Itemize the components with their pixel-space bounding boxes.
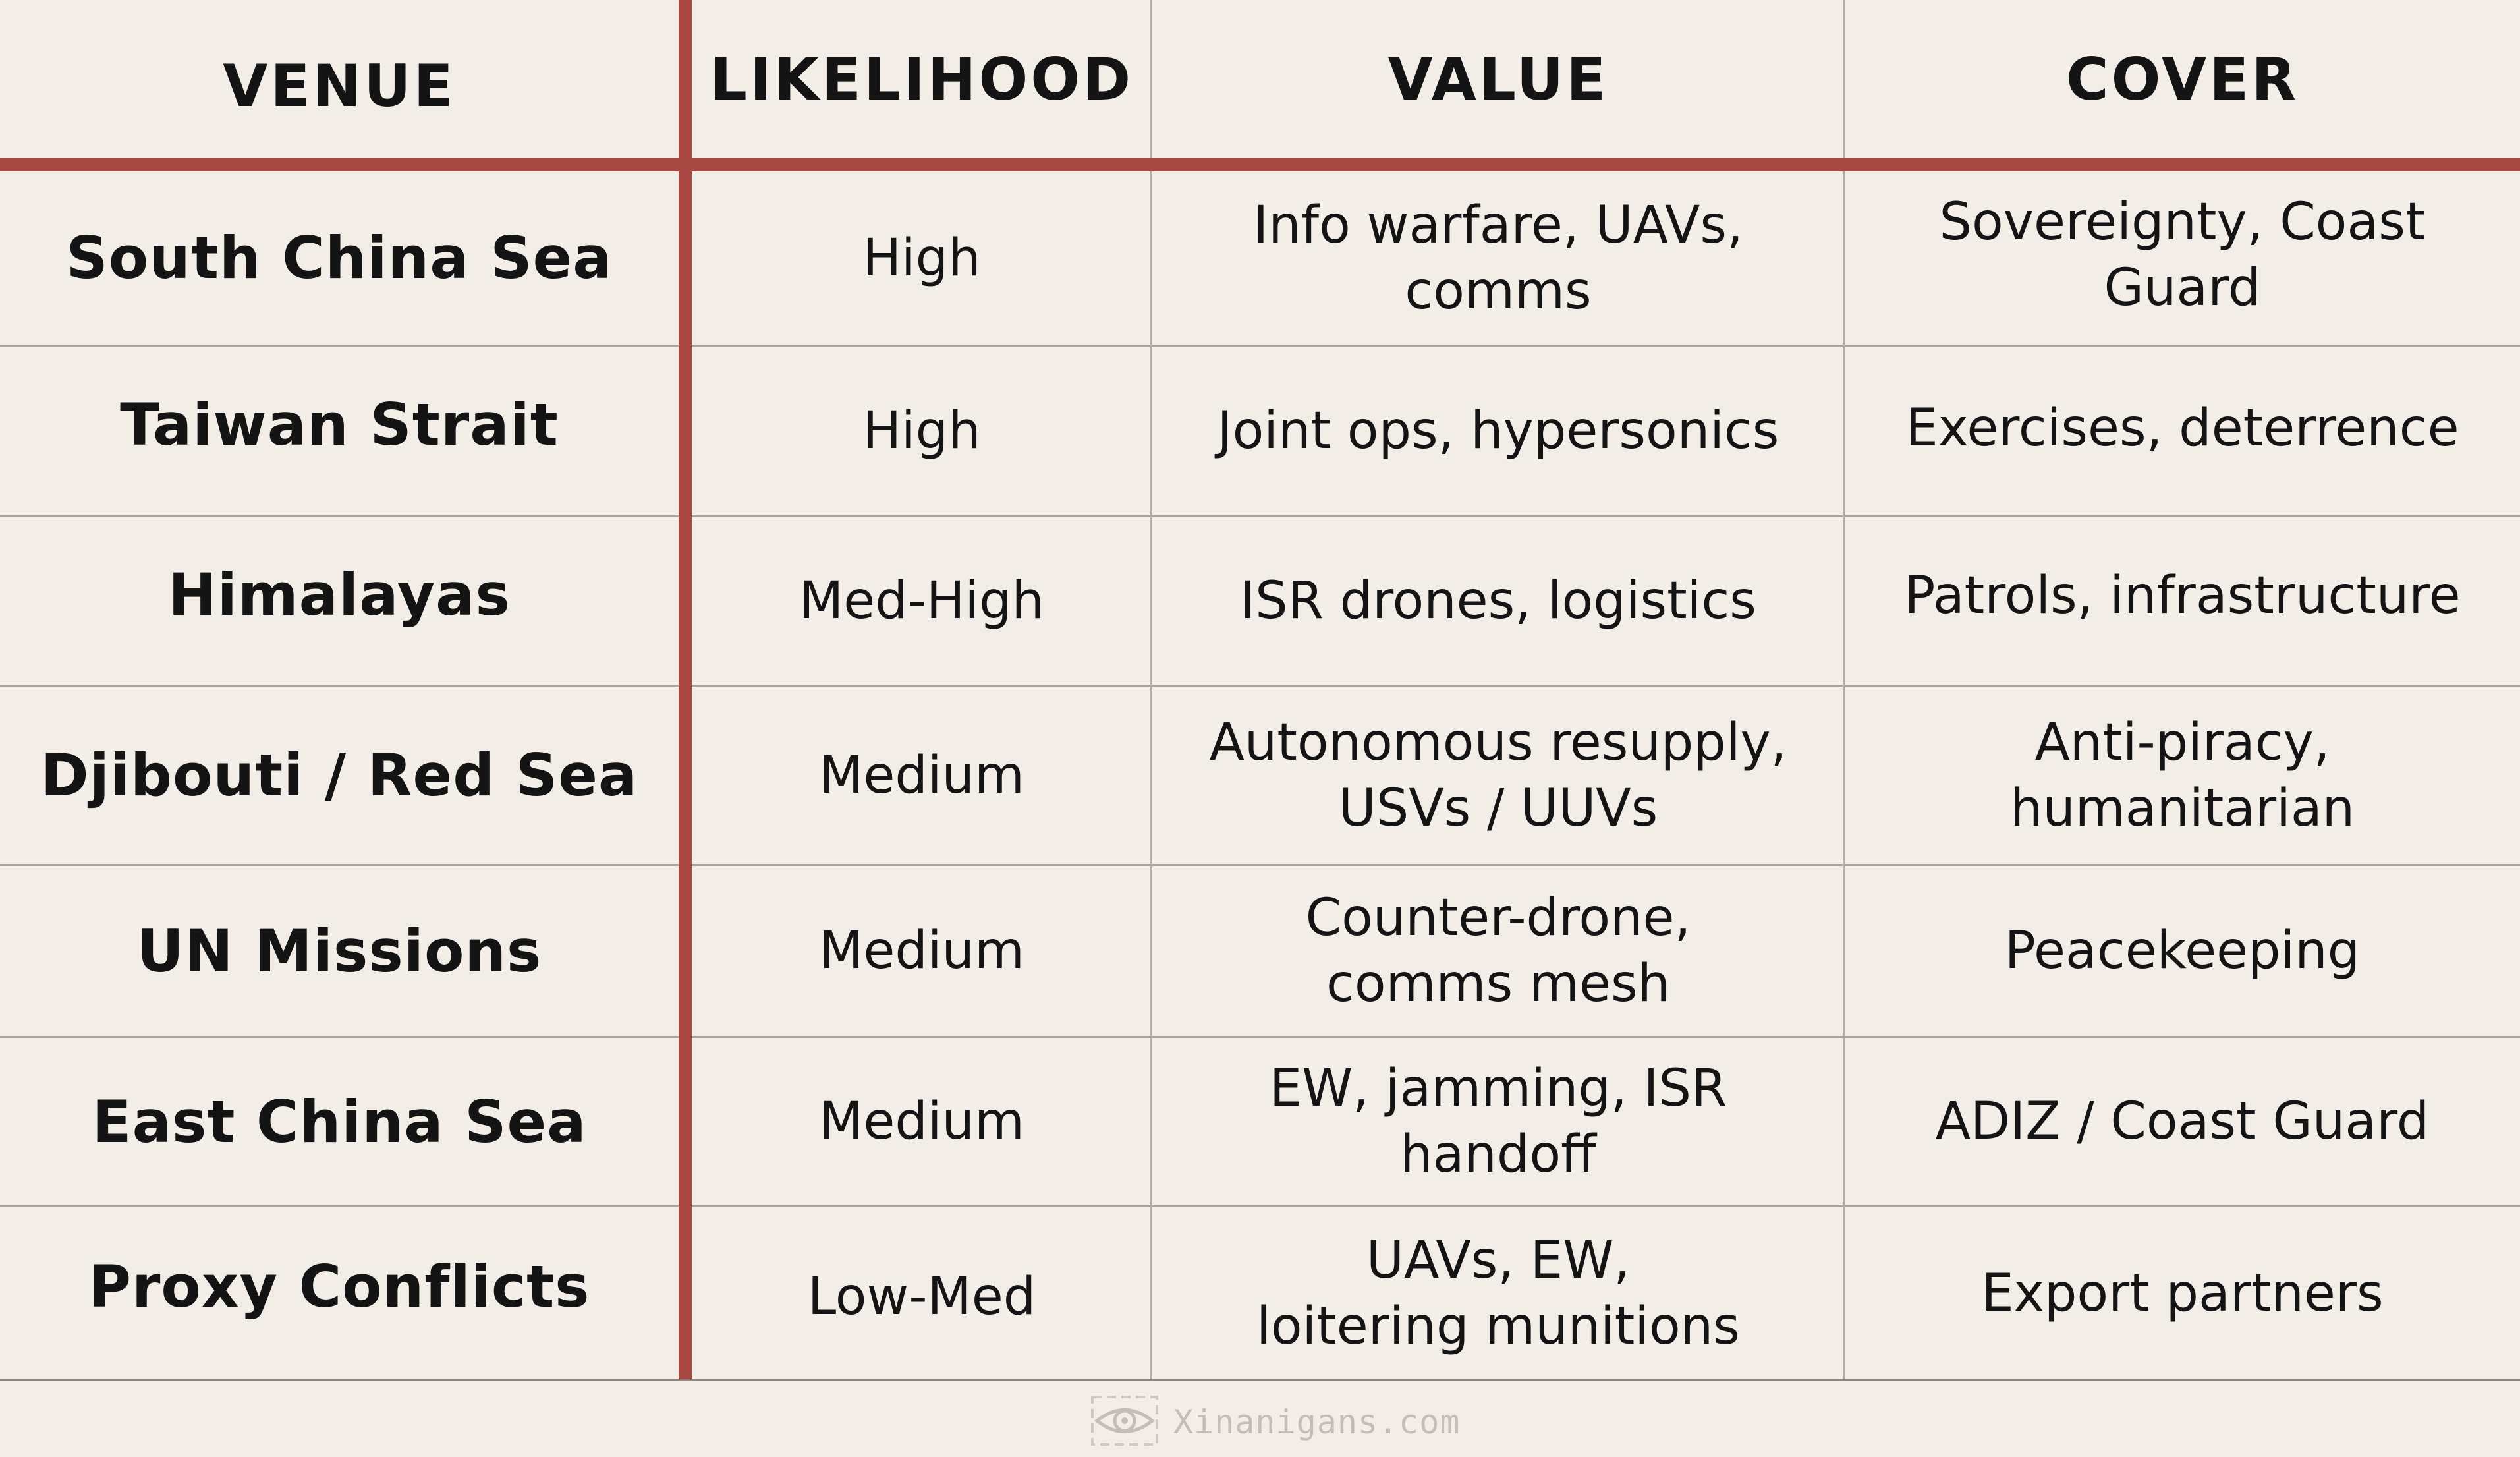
header-value: VALUE	[1387, 45, 1609, 113]
table-row-venue: UN Missions	[136, 917, 542, 985]
row-divider	[0, 345, 2520, 347]
table-row-likelihood: Medium	[819, 1092, 1024, 1151]
venue-column-divider	[679, 0, 692, 1381]
table-row-cover: Peacekeeping	[2004, 921, 2361, 981]
table-row-likelihood: Low-Med	[807, 1267, 1036, 1327]
table-row-likelihood: Medium	[819, 921, 1024, 981]
data-table: VENUE LIKELIHOOD VALUE COVER South China…	[0, 0, 2520, 1381]
table-row-venue: Djibouti / Red Sea	[40, 741, 638, 809]
table-row-likelihood: High	[862, 401, 981, 461]
row-divider	[0, 685, 2520, 687]
column-divider	[1843, 0, 1845, 1381]
table-row-cover: Anti-piracy, humanitarian	[2009, 712, 2355, 838]
table-row-likelihood: Medium	[819, 745, 1024, 805]
watermark: Xinanigans.com	[1090, 1396, 1460, 1448]
table-row-value: ISR drones, logistics	[1240, 571, 1756, 631]
eye-logo-icon	[1090, 1395, 1159, 1449]
row-divider	[0, 1036, 2520, 1038]
table-row-venue: East China Sea	[92, 1087, 587, 1156]
table-row-cover: Patrols, infrastructure	[1904, 566, 2461, 625]
header-likelihood: LIKELIHOOD	[710, 45, 1134, 113]
table-row-cover: Exercises, deterrence	[1905, 399, 2459, 458]
table-row-cover: Sovereignty, Coast Guard	[1939, 192, 2426, 318]
header-divider	[0, 158, 2520, 171]
table-row-likelihood: High	[862, 228, 981, 288]
header-cover: COVER	[2065, 45, 2299, 113]
column-divider	[1150, 0, 1152, 1381]
table-row-likelihood: Med-High	[798, 571, 1045, 631]
row-divider	[0, 1205, 2520, 1207]
table-row-venue: Himalayas	[168, 560, 511, 629]
table-bottom-border	[0, 1379, 2520, 1381]
table-row-value: EW, jamming, ISR handoff	[1269, 1059, 1727, 1184]
table-row-value: Autonomous resupply, USVs / UUVs	[1209, 712, 1787, 838]
table-row-venue: Taiwan Strait	[120, 390, 559, 459]
table-row-value: Info warfare, UAVs, comms	[1253, 195, 1743, 321]
row-divider	[0, 515, 2520, 517]
table-row-value: Counter-drone, comms mesh	[1305, 888, 1691, 1014]
table-row-venue: Proxy Conflicts	[88, 1253, 590, 1321]
table-row-cover: Export partners	[1981, 1263, 2384, 1323]
table-row-value: UAVs, EW, loitering munitions	[1256, 1230, 1740, 1356]
table-row-venue: South China Sea	[66, 224, 613, 292]
watermark-text: Xinanigans.com	[1173, 1403, 1461, 1441]
row-divider	[0, 864, 2520, 866]
header-venue: VENUE	[223, 51, 456, 120]
table-row-value: Joint ops, hypersonics	[1217, 401, 1779, 461]
table-row-cover: ADIZ / Coast Guard	[1935, 1092, 2430, 1151]
